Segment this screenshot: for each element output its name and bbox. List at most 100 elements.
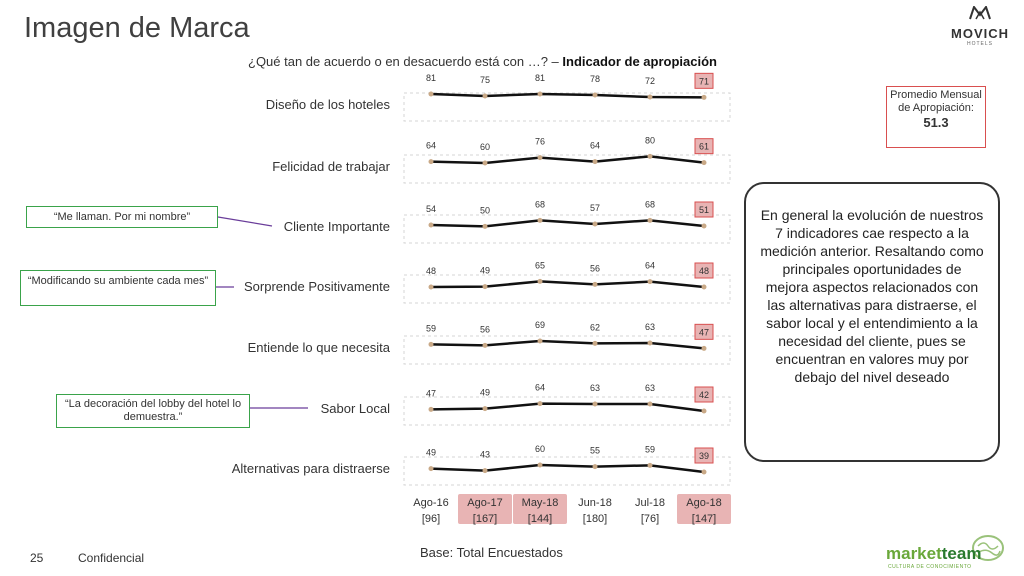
series-line: [430, 339, 705, 350]
x-tick-label: Jul-18: [635, 497, 665, 509]
data-label: 64: [590, 141, 600, 151]
data-label: 64: [645, 261, 655, 271]
data-point: [428, 222, 434, 228]
confidential-label: Confidencial: [78, 551, 145, 565]
data-label: 76: [535, 137, 545, 147]
data-label: 57: [590, 203, 600, 213]
data-label: 50: [480, 205, 490, 215]
data-point: [428, 159, 434, 165]
data-label: 71: [699, 76, 709, 86]
data-label: 64: [426, 141, 436, 151]
data-label: 48: [699, 266, 709, 276]
series-band: [403, 214, 731, 244]
data-point: [701, 345, 707, 351]
promedio-label: Promedio Mensual de Apropiación:: [890, 89, 982, 114]
series-band: [403, 335, 731, 365]
data-label: 78: [590, 74, 600, 84]
data-label: 43: [480, 450, 490, 460]
data-point: [647, 94, 653, 100]
data-point: [701, 94, 707, 100]
series-label: Diseño de los hoteles: [266, 97, 391, 112]
last-value-box: [694, 323, 714, 340]
category-highlight: [458, 494, 512, 524]
x-tick-label: Ago-18: [686, 497, 721, 509]
data-label: 68: [645, 199, 655, 209]
data-point: [482, 284, 488, 290]
data-point: [482, 93, 488, 99]
last-value-box: [694, 138, 714, 155]
data-point: [482, 223, 488, 229]
data-label: 59: [426, 323, 436, 333]
x-base-label: [76]: [641, 513, 659, 525]
marketteam-text: marketteam: [886, 544, 981, 564]
data-label: 60: [535, 444, 545, 454]
data-label: 68: [535, 199, 545, 209]
data-label: 55: [590, 446, 600, 456]
promedio-value: 51.3: [923, 115, 949, 130]
page-title: Imagen de Marca: [24, 12, 250, 44]
last-value-box: [694, 201, 714, 218]
data-label: 65: [535, 260, 545, 270]
data-label: 49: [480, 266, 490, 276]
promedio-box: Promedio Mensual de Apropiación: 51.3: [886, 86, 986, 148]
series-band: [403, 92, 731, 122]
category-highlight: [513, 494, 567, 524]
data-point: [701, 469, 707, 475]
series-band: [403, 154, 731, 184]
series-label: Cliente Importante: [284, 219, 390, 234]
data-label: 62: [590, 322, 600, 332]
data-point: [537, 338, 543, 344]
data-label: 49: [480, 388, 490, 398]
data-label: 56: [480, 324, 490, 334]
x-base-label: [180]: [583, 513, 607, 525]
data-point: [428, 406, 434, 412]
data-label: 42: [699, 390, 709, 400]
data-label: 80: [645, 135, 655, 145]
data-point: [428, 466, 434, 472]
data-label: 72: [645, 76, 655, 86]
marketteam-part2: team: [941, 544, 982, 563]
chart-subtitle: ¿Qué tan de acuerdo o en desacuerdo está…: [248, 54, 717, 69]
data-label: 63: [645, 322, 655, 332]
data-label: 39: [699, 451, 709, 461]
last-value-box: [694, 72, 714, 89]
series-line: [430, 92, 705, 99]
series-label: Entiende lo que necesita: [248, 340, 391, 355]
x-tick-label: Jun-18: [578, 497, 612, 509]
data-point: [482, 160, 488, 166]
movich-logo-sub: HOTELS: [966, 41, 993, 47]
data-label: 64: [535, 383, 545, 393]
x-base-label: [144]: [528, 513, 552, 525]
data-label: 81: [535, 73, 545, 83]
data-point: [592, 281, 598, 287]
movich-logo-mark: [969, 4, 991, 20]
x-base-label: [167]: [473, 513, 497, 525]
subtitle-question: ¿Qué tan de acuerdo o en desacuerdo está…: [248, 54, 559, 69]
x-base-label: [96]: [422, 513, 440, 525]
quote-connector: [217, 216, 273, 227]
data-point: [592, 159, 598, 165]
category-highlight: [677, 494, 731, 524]
data-point: [647, 462, 653, 468]
x-base-label: [147]: [692, 513, 716, 525]
marketteam-sub: CULTURA DE CONOCIMIENTO: [888, 564, 972, 570]
x-tick-label: Ago-17: [467, 497, 502, 509]
series-line: [430, 280, 705, 289]
series-line: [430, 155, 705, 165]
last-value-box: [694, 386, 714, 403]
data-point: [537, 401, 543, 407]
last-value-box: [694, 447, 714, 464]
data-label: 63: [590, 383, 600, 393]
data-label: 60: [480, 142, 490, 152]
data-point: [537, 91, 543, 97]
x-tick-label: May-18: [522, 497, 559, 509]
quote-box-2: “Modificando su ambiente cada mes”: [20, 270, 216, 306]
data-point: [592, 340, 598, 346]
summary-box: En general la evolución de nuestros 7 in…: [744, 182, 1000, 462]
data-label: 47: [699, 327, 709, 337]
series-label: Sorprende Positivamente: [244, 279, 390, 294]
data-point: [647, 217, 653, 223]
series-label: Felicidad de trabajar: [272, 159, 390, 174]
marketteam-part1: market: [886, 544, 942, 563]
